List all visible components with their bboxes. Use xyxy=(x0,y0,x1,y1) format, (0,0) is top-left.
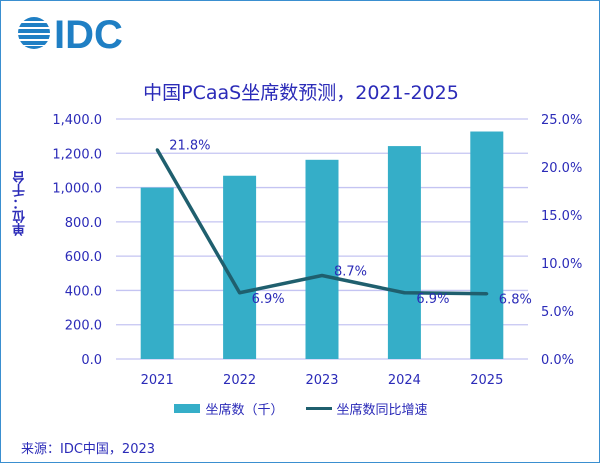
data-label: 6.8% xyxy=(499,293,532,308)
bar-2023 xyxy=(305,159,339,359)
data-label: 8.7% xyxy=(334,264,367,279)
y-tick-label: 0.0 xyxy=(81,353,102,368)
y2-tick-label: 20.0% xyxy=(541,161,582,176)
y2-tick-label: 15.0% xyxy=(541,209,582,224)
y-tick-label: 400.0 xyxy=(65,284,102,299)
bar-2024 xyxy=(387,146,421,359)
legend-swatch-bar xyxy=(174,404,201,413)
growth-point-2025 xyxy=(485,292,489,296)
bar-2022 xyxy=(223,175,257,359)
y2-tick-label: 5.0% xyxy=(541,305,574,320)
y2-tick-label: 0.0% xyxy=(541,353,574,368)
legend-item-line: 坐席数同比增速 xyxy=(305,399,428,418)
legend-item-bar: 坐席数（千） xyxy=(174,399,284,418)
x-tick-label: 2023 xyxy=(305,373,338,388)
x-tick-label: 2024 xyxy=(388,373,421,388)
legend-label: 坐席数（千） xyxy=(205,403,284,418)
y-tick-label: 600.0 xyxy=(65,250,102,265)
growth-point-2024 xyxy=(402,291,406,295)
legend-label: 坐席数同比增速 xyxy=(336,403,428,418)
svg-text:IDC: IDC xyxy=(54,15,123,51)
bar-2025 xyxy=(470,131,504,359)
data-label: 6.9% xyxy=(416,292,449,307)
legend: 坐席数（千） 坐席数同比增速 xyxy=(1,399,599,418)
y-tick-label: 1,400.0 xyxy=(52,113,102,128)
growth-point-2023 xyxy=(320,273,324,277)
chart-title: 中国PCaaS坐席数预测，2021-2025 xyxy=(143,82,459,104)
growth-point-2021 xyxy=(155,148,159,152)
x-tick-label: 2025 xyxy=(470,373,503,388)
y2-tick-label: 10.0% xyxy=(541,257,582,272)
x-tick-label: 2021 xyxy=(141,373,174,388)
idc-logo: IDC xyxy=(18,15,123,51)
y-tick-label: 200.0 xyxy=(65,319,102,334)
y-tick-label: 1,000.0 xyxy=(52,182,102,197)
y-tick-label: 1,200.0 xyxy=(52,147,102,162)
source-note: 来源：IDC中国，2023 xyxy=(21,442,156,457)
growth-point-2022 xyxy=(238,291,242,295)
bar-2021 xyxy=(140,187,174,359)
x-tick-label: 2022 xyxy=(223,373,256,388)
legend-swatch-line xyxy=(305,407,332,410)
y-tick-label: 800.0 xyxy=(65,216,102,231)
y2-tick-label: 25.0% xyxy=(541,113,582,128)
data-label: 6.9% xyxy=(252,292,285,307)
data-label: 21.8% xyxy=(169,139,210,154)
